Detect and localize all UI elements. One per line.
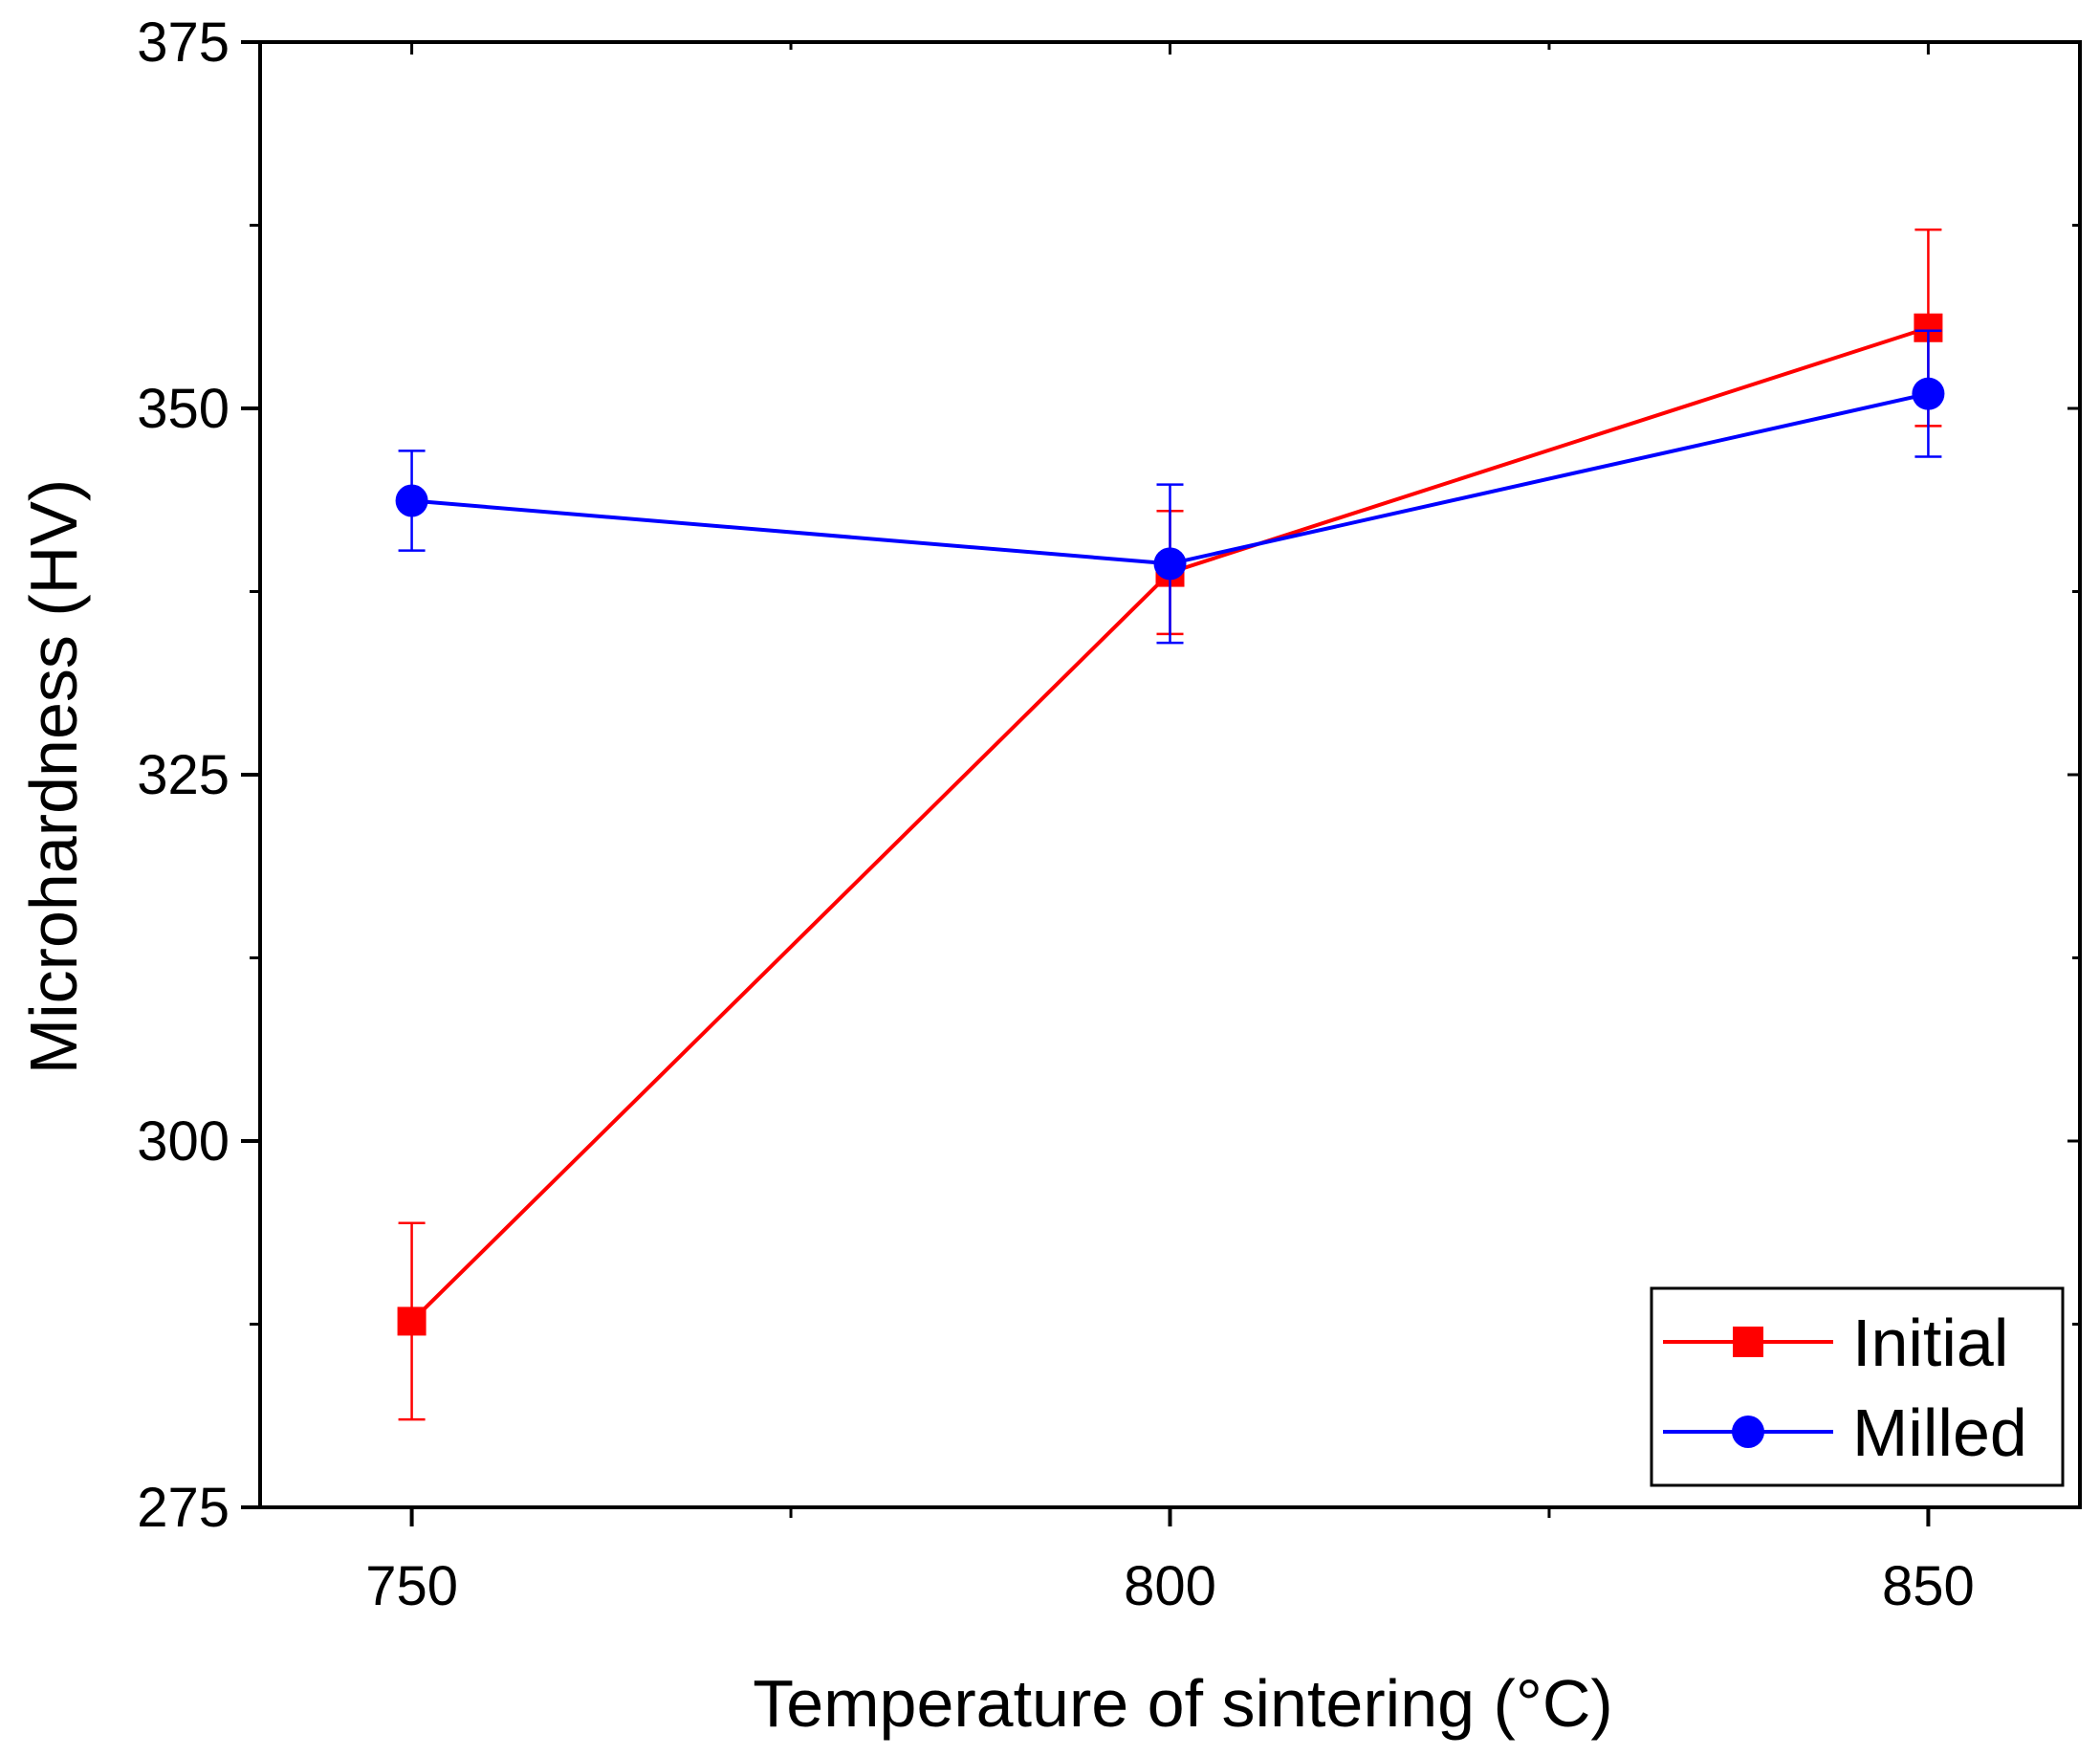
legend-label: Milled [1852,1395,2027,1470]
data-point [1153,547,1187,581]
x-axis-title: Temperature of sintering (°C) [753,1666,1612,1741]
y-tick-label: 300 [137,1110,230,1173]
data-point [395,484,428,517]
y-tick-label: 350 [137,378,230,440]
legend-marker [1733,1327,1763,1357]
series-milled [395,329,1945,645]
y-tick-label: 325 [137,744,230,806]
x-tick-label: 850 [1882,1555,1975,1617]
series-line [410,325,1930,1323]
legend-marker [1732,1416,1764,1448]
y-tick-label: 275 [137,1477,230,1539]
legend-label: Initial [1852,1306,2008,1380]
legend-item-initial: Initial [1663,1306,2008,1380]
data-point [397,1306,427,1336]
y-tick-label: 375 [137,11,230,74]
series-initial [397,228,1943,1421]
legend: Initial Milled [1650,1286,2065,1487]
x-tick-label: 750 [365,1555,458,1617]
legend-box [1650,1286,2065,1487]
data-point [1912,377,1945,410]
legend-item-milled: Milled [1663,1395,2027,1470]
y-axis-title: Microhardness (HV) [16,479,91,1074]
x-tick-label: 800 [1124,1555,1216,1617]
